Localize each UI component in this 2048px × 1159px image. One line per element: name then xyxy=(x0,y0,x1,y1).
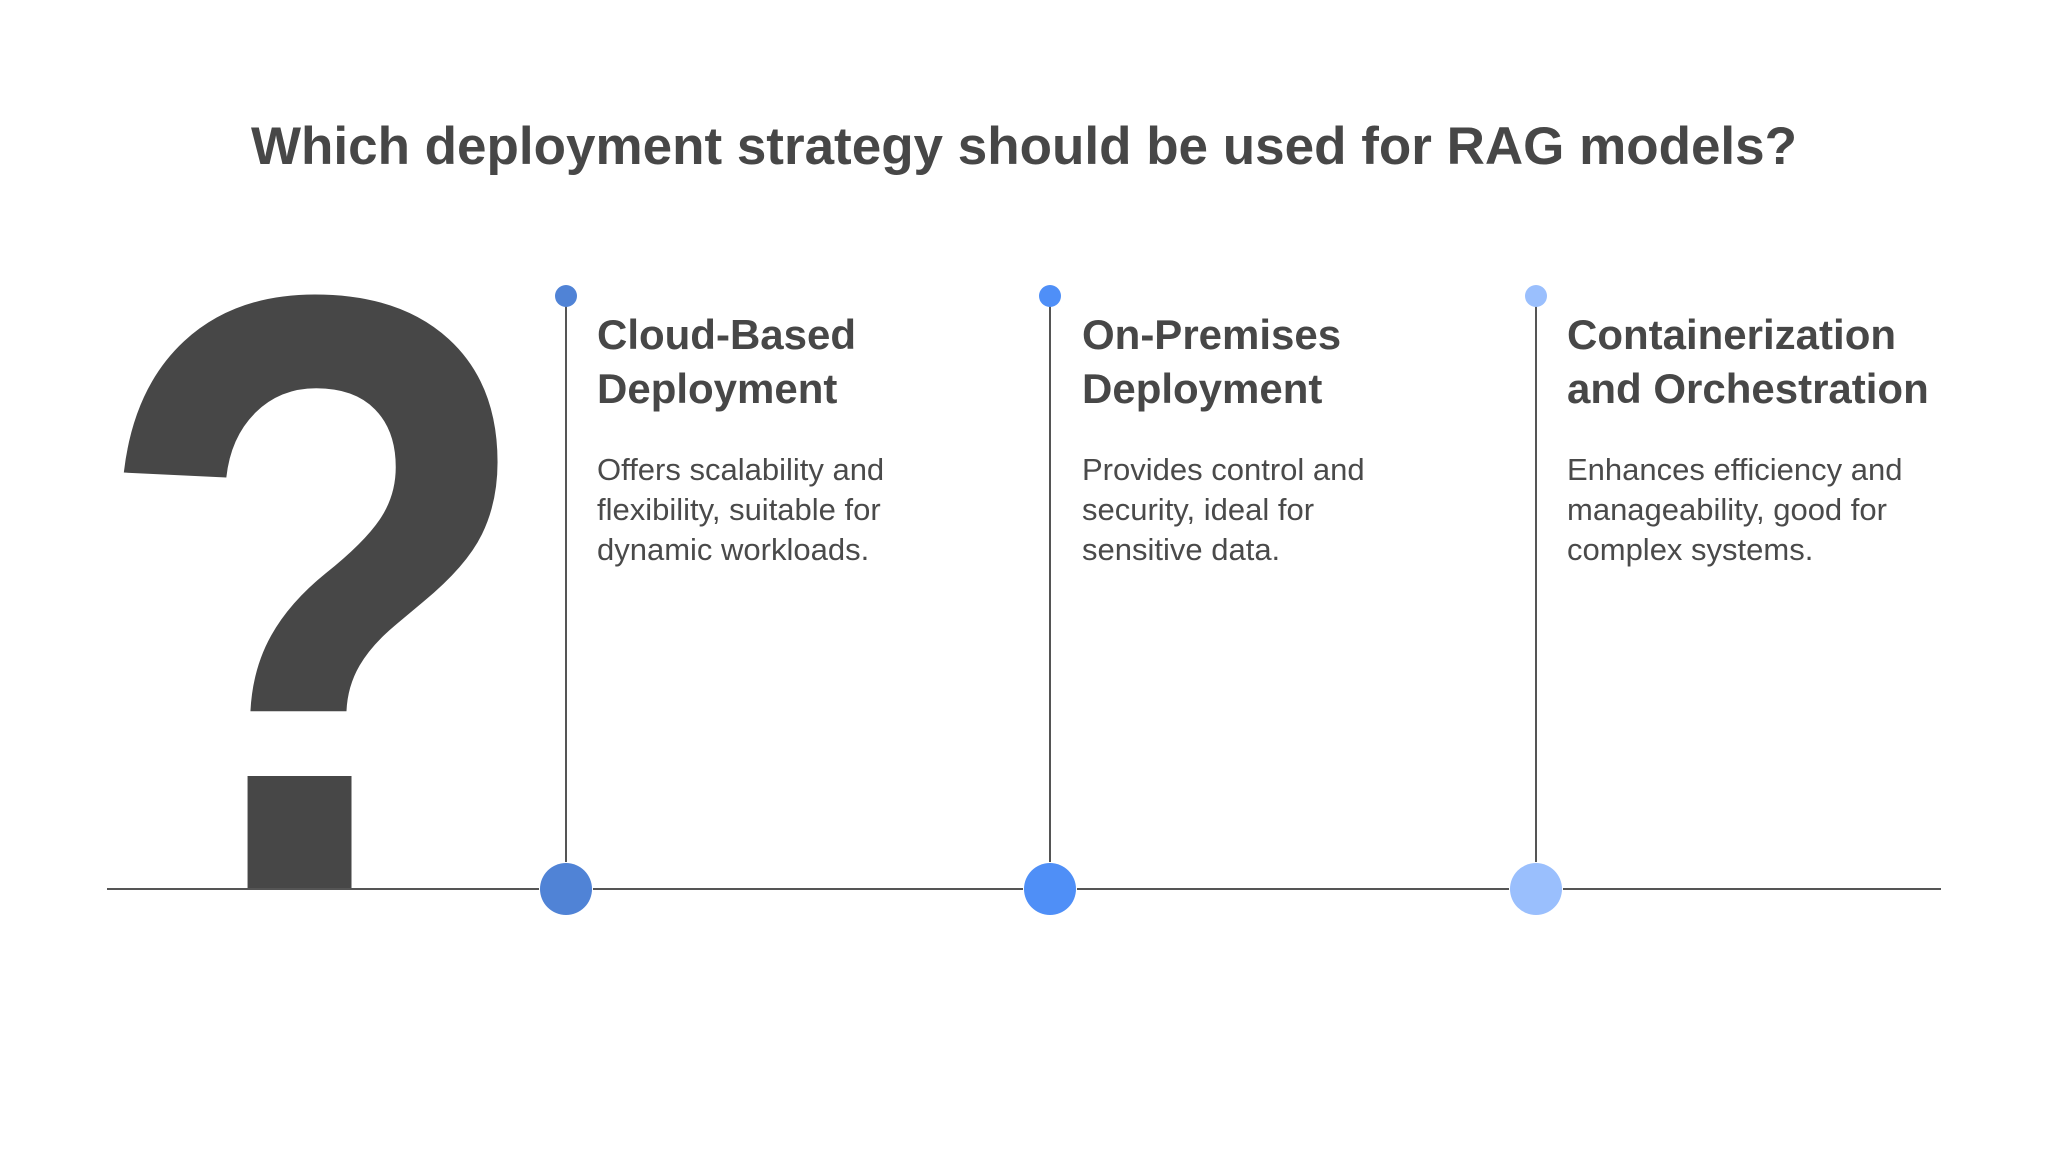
heading-line: Deployment xyxy=(597,365,838,412)
option-heading: On-Premises Deployment xyxy=(1082,308,1462,416)
option-containerization: Containerization and Orchestration Enhanc… xyxy=(1567,308,1947,570)
page-title: Which deployment strategy should be used… xyxy=(250,117,1797,176)
timeline-marker xyxy=(540,863,592,915)
heading-line: Containerization xyxy=(1567,311,1897,358)
option-heading: Containerization and Orchestration xyxy=(1567,308,1947,416)
top-dot xyxy=(1039,285,1061,307)
option-description: Enhances efficiency and manageability, g… xyxy=(1567,452,1903,567)
heading-line: and Orchestration xyxy=(1567,365,1929,412)
top-dot xyxy=(1525,285,1547,307)
top-dot xyxy=(555,285,577,307)
timeline-marker xyxy=(1510,863,1562,915)
heading-line: Deployment xyxy=(1082,365,1323,412)
question-mark-icon: ? xyxy=(90,120,540,1069)
option-description: Provides control and security, ideal for… xyxy=(1082,452,1365,567)
heading-line: On-Premises xyxy=(1082,311,1342,358)
heading-line: Cloud-Based xyxy=(597,311,857,358)
option-on-premises: On-Premises Deployment Provides control a… xyxy=(1082,308,1462,570)
option-heading: Cloud-Based Deployment xyxy=(597,308,977,416)
option-description: Offers scalability and flexibility, suit… xyxy=(597,452,885,567)
option-cloud-based: Cloud-Based Deployment Offers scalability… xyxy=(597,308,977,570)
timeline-marker xyxy=(1024,863,1076,915)
